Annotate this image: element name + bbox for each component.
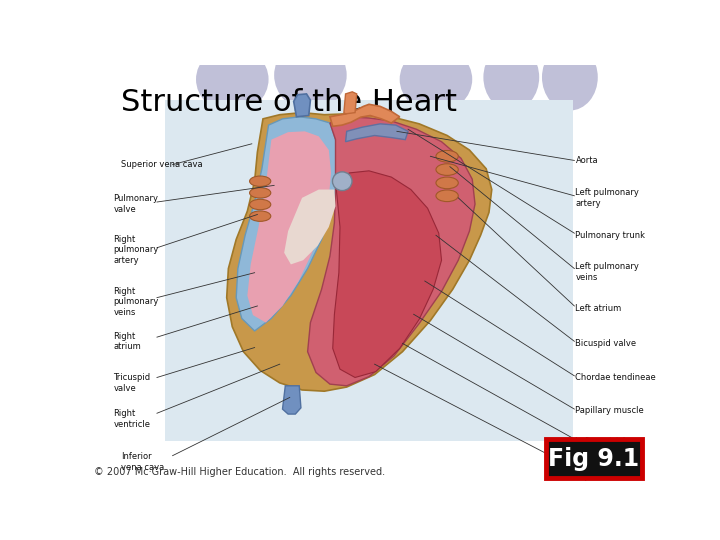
Text: Tricuspid
valve: Tricuspid valve xyxy=(114,373,150,393)
Ellipse shape xyxy=(333,172,352,191)
Text: Right
pulmonary
artery: Right pulmonary artery xyxy=(114,235,159,265)
Ellipse shape xyxy=(250,199,271,210)
Text: Inferior
vena cava: Inferior vena cava xyxy=(121,452,164,471)
Text: Pulmonary trunk: Pulmonary trunk xyxy=(575,231,645,240)
Text: Aorta: Aorta xyxy=(575,156,598,165)
Ellipse shape xyxy=(542,44,598,111)
Ellipse shape xyxy=(436,177,459,188)
Ellipse shape xyxy=(196,46,269,113)
Polygon shape xyxy=(330,104,400,126)
Polygon shape xyxy=(344,92,356,114)
Ellipse shape xyxy=(436,151,459,162)
Text: Bicuspid valve: Bicuspid valve xyxy=(575,339,636,348)
Polygon shape xyxy=(236,117,338,331)
Ellipse shape xyxy=(250,188,271,198)
Text: © 2007 Mc·Graw-Hill Higher Education.  All rights reserved.: © 2007 Mc·Graw-Hill Higher Education. Al… xyxy=(94,467,386,477)
Ellipse shape xyxy=(436,164,459,176)
Ellipse shape xyxy=(250,211,271,221)
Polygon shape xyxy=(346,124,408,141)
Polygon shape xyxy=(248,131,331,322)
Polygon shape xyxy=(294,94,310,117)
Polygon shape xyxy=(333,171,441,377)
Ellipse shape xyxy=(483,44,539,111)
Text: Papillary muscle: Papillary muscle xyxy=(575,406,644,415)
Text: Right
ventricle: Right ventricle xyxy=(114,409,150,429)
Polygon shape xyxy=(307,117,475,386)
Ellipse shape xyxy=(400,46,472,113)
Ellipse shape xyxy=(274,40,346,111)
Polygon shape xyxy=(282,386,301,414)
Text: Interventricular
septum: Interventricular septum xyxy=(575,462,641,481)
Text: Pulmonary
valve: Pulmonary valve xyxy=(114,194,158,214)
Text: Left atrium: Left atrium xyxy=(575,303,621,313)
Text: Left pulmonary
veins: Left pulmonary veins xyxy=(575,262,639,281)
Polygon shape xyxy=(284,190,336,265)
Text: Fig 9.1: Fig 9.1 xyxy=(549,447,639,470)
Text: Left ventricle: Left ventricle xyxy=(575,437,631,445)
Text: Superior vena cava: Superior vena cava xyxy=(121,160,202,169)
Ellipse shape xyxy=(436,190,459,201)
Text: Left pulmonary
artery: Left pulmonary artery xyxy=(575,188,639,207)
FancyBboxPatch shape xyxy=(166,100,572,441)
Polygon shape xyxy=(227,113,492,391)
Text: Structure of the Heart: Structure of the Heart xyxy=(121,87,456,117)
Ellipse shape xyxy=(250,176,271,186)
Text: Right
atrium: Right atrium xyxy=(114,332,141,351)
Text: Right
pulmonary
veins: Right pulmonary veins xyxy=(114,287,159,316)
FancyBboxPatch shape xyxy=(546,440,642,478)
Text: Chordae tendineae: Chordae tendineae xyxy=(575,373,656,382)
